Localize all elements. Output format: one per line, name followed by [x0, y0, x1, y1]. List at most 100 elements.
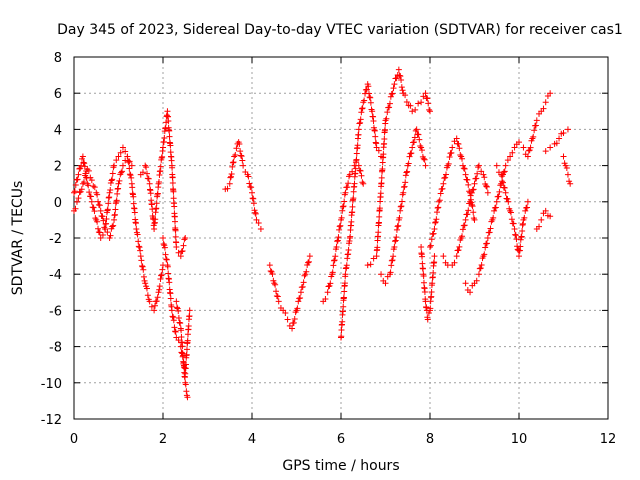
data-point: [503, 195, 510, 202]
data-point: [455, 247, 462, 254]
data-point: [82, 172, 89, 179]
data-point: [257, 225, 264, 232]
data-point: [76, 165, 83, 172]
data-point: [266, 262, 273, 269]
data-point: [512, 231, 519, 238]
data-point: [397, 207, 404, 214]
data-point: [126, 158, 133, 165]
data-point: [536, 223, 543, 230]
data-point: [181, 236, 188, 243]
data-point: [486, 229, 493, 236]
data-point: [334, 238, 341, 245]
data-point: [104, 229, 111, 236]
data-point: [332, 253, 339, 260]
data-point: [426, 106, 433, 113]
data-point: [250, 195, 257, 202]
data-point: [267, 267, 274, 274]
data-points: [71, 66, 574, 401]
data-point: [527, 144, 534, 151]
data-point: [325, 283, 332, 290]
data-point: [116, 177, 123, 184]
data-point: [139, 262, 146, 269]
data-point: [85, 167, 92, 174]
data-point: [148, 303, 155, 310]
data-point: [236, 141, 243, 148]
data-point: [465, 207, 472, 214]
data-point: [127, 172, 134, 179]
data-point: [376, 205, 383, 212]
data-point: [169, 179, 176, 186]
data-point: [422, 90, 429, 97]
data-point: [186, 312, 193, 319]
data-point: [142, 280, 149, 287]
data-point: [113, 157, 120, 164]
series-sat-d: [160, 235, 193, 377]
data-point: [124, 153, 131, 160]
data-point: [145, 175, 152, 182]
data-point: [415, 100, 422, 107]
data-point: [155, 289, 162, 296]
data-point: [71, 189, 77, 196]
series-sat-j: [364, 66, 433, 269]
data-point: [230, 159, 237, 166]
data-point: [462, 216, 469, 223]
data-point: [177, 253, 184, 260]
data-point: [531, 127, 538, 134]
data-point: [366, 94, 373, 101]
data-point: [154, 294, 161, 301]
data-point: [175, 307, 182, 314]
data-point: [183, 346, 190, 353]
data-point: [180, 352, 187, 359]
data-point: [175, 337, 182, 344]
data-point: [402, 179, 409, 186]
data-point: [342, 189, 349, 196]
data-point: [471, 180, 478, 187]
data-point: [147, 190, 154, 197]
data-point: [391, 81, 398, 88]
data-point: [353, 156, 360, 163]
data-point: [338, 333, 345, 340]
data-point: [272, 281, 279, 288]
data-point: [520, 144, 527, 151]
x-tick-label: 2: [159, 432, 167, 447]
data-point: [418, 144, 425, 151]
data-point: [365, 83, 372, 90]
data-point: [448, 149, 455, 156]
data-point: [427, 242, 434, 249]
data-point: [564, 126, 571, 133]
data-point: [518, 233, 525, 240]
data-point: [163, 256, 170, 263]
data-point: [359, 105, 366, 112]
data-point: [373, 144, 380, 151]
data-point: [542, 148, 549, 155]
data-point: [443, 171, 450, 178]
data-point: [409, 144, 416, 151]
data-point: [85, 182, 92, 189]
data-point: [126, 165, 133, 172]
data-point: [185, 323, 192, 330]
data-point: [491, 207, 498, 214]
data-point: [407, 102, 414, 109]
data-point: [158, 271, 165, 278]
data-point: [250, 200, 257, 207]
data-point: [178, 334, 185, 341]
data-point: [519, 228, 526, 235]
data-point: [422, 298, 429, 305]
data-point: [428, 236, 435, 243]
data-point: [173, 304, 180, 311]
data-point: [240, 162, 247, 169]
data-point: [354, 142, 361, 149]
data-point: [469, 203, 476, 210]
data-point: [468, 189, 475, 196]
data-point: [103, 215, 110, 222]
data-point: [424, 95, 431, 102]
data-point: [399, 198, 406, 205]
data-point: [100, 217, 107, 224]
data-point: [108, 177, 115, 184]
data-point: [396, 214, 403, 221]
data-point: [481, 251, 488, 258]
data-point: [179, 343, 186, 350]
data-point: [387, 269, 394, 276]
data-point: [160, 241, 167, 248]
data-point: [176, 319, 183, 326]
